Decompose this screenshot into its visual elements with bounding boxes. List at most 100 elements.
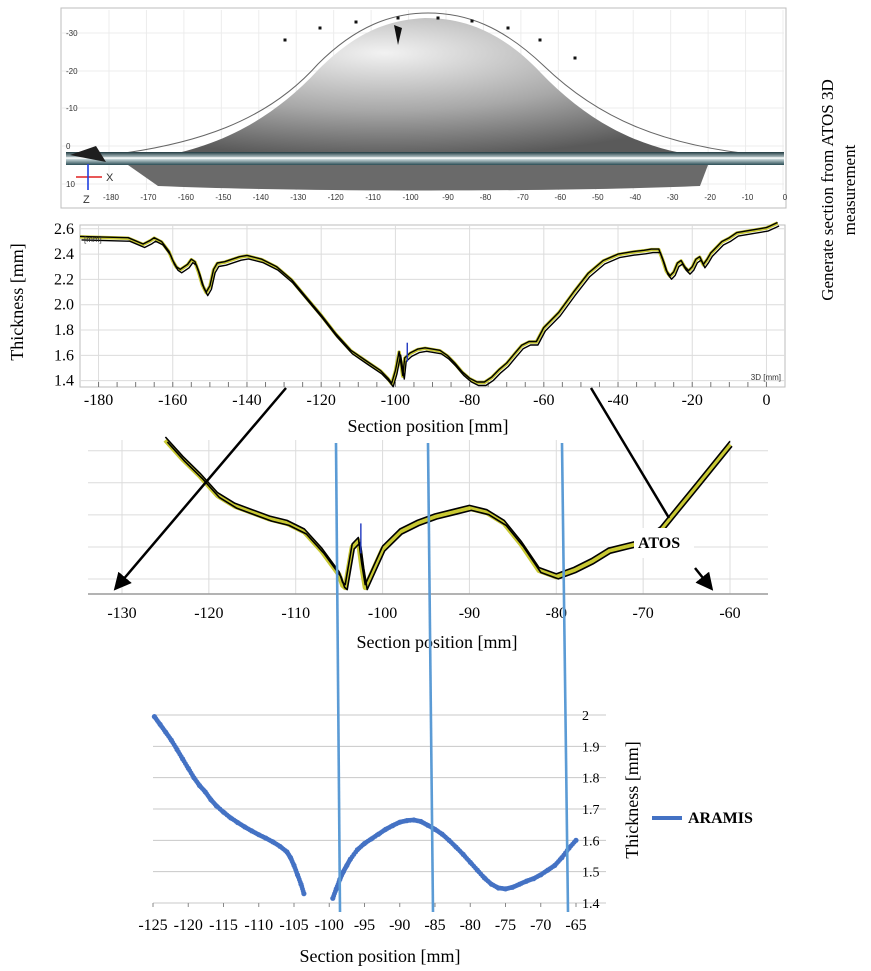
- plot-area: [79, 224, 786, 388]
- reference-point: [573, 56, 577, 60]
- legend-label: ARAMIS: [688, 810, 753, 827]
- probe-marker: [394, 25, 402, 45]
- side-label-line2: measurement: [840, 144, 859, 235]
- view-x-tick: -170: [140, 193, 157, 202]
- side-label-line1: Generate section from ATOS 3D: [818, 79, 837, 301]
- view-x-tick: -100: [403, 193, 420, 202]
- view-x-tick: -110: [365, 193, 381, 202]
- x-tick-label: -100: [315, 917, 344, 934]
- y-tick-label: 2.0: [54, 297, 74, 314]
- view-x-tick: -180: [103, 193, 120, 202]
- x-axis-label: Section position [mm]: [348, 416, 509, 436]
- alignment-guides: [334, 442, 570, 913]
- connector-right: [589, 387, 671, 519]
- x-tick-label: -80: [460, 917, 481, 934]
- view-z-tick: 10: [66, 180, 75, 189]
- x-tick-label: -110: [244, 917, 273, 934]
- x-tick-label: -105: [279, 917, 308, 934]
- dome-outline: [79, 12, 771, 159]
- x-tick-label: -65: [565, 917, 586, 934]
- y-tick-label: 2: [582, 709, 589, 724]
- x-tick-label: -20: [682, 392, 703, 409]
- grid: [80, 225, 785, 387]
- x-tick-label: -115: [209, 917, 238, 934]
- x-tick-label: -120: [194, 605, 223, 622]
- view-x-tick: -30: [667, 193, 679, 202]
- y-axis-label: Thickness [mm]: [622, 741, 642, 858]
- x-axis-label: Section position [mm]: [300, 946, 461, 966]
- x-axis-label: Section position [mm]: [357, 632, 518, 652]
- x-tick-label: -110: [281, 605, 310, 622]
- y-tick-label: 2.2: [54, 271, 74, 288]
- series-line: [166, 441, 733, 591]
- side-label: Generate section from ATOS 3D measuremen…: [818, 79, 859, 301]
- reference-point: [470, 19, 474, 23]
- x-tick-label: -95: [354, 917, 375, 934]
- atos-label: ATOS: [638, 535, 680, 552]
- view-x-tick: -120: [328, 193, 345, 202]
- series: [151, 714, 579, 901]
- view-z-tick: 0: [66, 142, 71, 151]
- left-clamp: [70, 146, 106, 162]
- connector-left: [113, 387, 287, 591]
- reference-point: [396, 16, 400, 20]
- inner-label-3d: 3D [mm]: [751, 373, 781, 382]
- view-x-tick: -130: [290, 193, 307, 202]
- axis-x-letter: X: [106, 172, 114, 184]
- y-tick-label: 2.4: [54, 246, 74, 263]
- x-tick-label: -40: [607, 392, 628, 409]
- x-tick-label: -75: [495, 917, 516, 934]
- y-tick-label: 2.6: [54, 221, 74, 238]
- x-tick-label: -70: [632, 605, 653, 622]
- view-x-tick: -20: [704, 193, 716, 202]
- view-x-tick: -80: [480, 193, 492, 202]
- view-x-tick: -10: [742, 193, 754, 202]
- reference-points: [283, 16, 577, 60]
- view-z-tick: -30: [66, 29, 78, 38]
- x-tick-label: -80: [546, 605, 567, 622]
- y-tick-label: 1.7: [582, 803, 600, 818]
- view-x-tick: -150: [215, 193, 232, 202]
- scatter-point: [301, 891, 307, 897]
- y-tick-label: 1.6: [54, 347, 74, 364]
- x-tick-label: -125: [138, 917, 167, 934]
- view-x-tick: -40: [629, 193, 641, 202]
- x-tick-label: -160: [158, 392, 187, 409]
- y-tick-label: 1.4: [582, 897, 600, 912]
- x-tick-labels: -180 -160 -140 -120 -100 -80 -60 -40 -20 0: [84, 392, 771, 409]
- view-x-tick: -70: [517, 193, 529, 202]
- x-tick-label: 0: [762, 392, 770, 409]
- alignment-guide: [560, 442, 570, 913]
- atos-label-box: [634, 528, 694, 558]
- y-tick-labels: 2.6 2.4 2.2 2.0 1.8 1.6 1.4: [54, 221, 74, 390]
- x-tick-label: -130: [107, 605, 136, 622]
- alignment-guide: [334, 442, 342, 913]
- x-tick-label: -90: [389, 917, 410, 934]
- view-x-tick: 0: [783, 193, 788, 202]
- series-line: [81, 225, 780, 388]
- y-tick-label: 1.9: [582, 740, 600, 755]
- x-tick-label: -100: [368, 605, 397, 622]
- view-x-tick: -90: [442, 193, 454, 202]
- reference-point: [538, 38, 542, 42]
- view-axis-ticks: -180 -170 -160 -150 -140 -130 -120 -110 -100 -90-…: [66, 29, 788, 202]
- series-line-upper: [164, 436, 731, 586]
- reference-point: [436, 16, 440, 20]
- base-surface: [128, 165, 708, 191]
- alignment-guide: [426, 442, 435, 913]
- reference-point: [283, 38, 287, 42]
- x-tick-label: -80: [459, 392, 480, 409]
- series: [163, 436, 733, 591]
- reference-point: [354, 20, 358, 24]
- x-tick-label: -180: [84, 392, 113, 409]
- x-tick-label: -120: [174, 917, 203, 934]
- y-tick-labels: 2 1.9 1.8 1.7 1.6 1.5 1.4: [582, 709, 600, 912]
- view-z-tick: -20: [66, 67, 78, 76]
- atos-3d-view: -180 -170 -160 -150 -140 -130 -120 -110 -100 -90-…: [60, 7, 788, 209]
- reference-point: [506, 26, 510, 30]
- inner-label-mm: [mm]: [84, 235, 102, 244]
- view-z-tick: -10: [66, 104, 78, 113]
- y-tick-label: 1.8: [54, 322, 74, 339]
- x-tick-labels: -130 -120 -110 -100 -90 -80 -70 -60: [107, 605, 740, 622]
